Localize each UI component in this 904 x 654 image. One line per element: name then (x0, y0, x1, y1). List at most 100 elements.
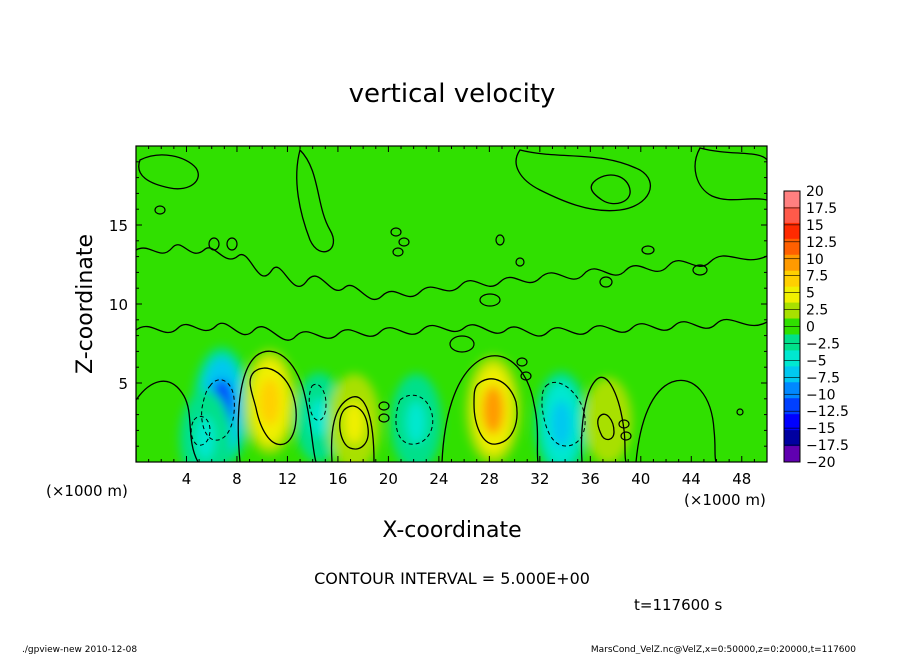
contour-blob (620, 431, 632, 441)
contour-blob (516, 357, 528, 367)
contour-blob (495, 234, 505, 246)
contour-blob (378, 413, 390, 423)
field-cell-core (482, 385, 504, 435)
contour-downdraft-22 (395, 394, 434, 445)
contour-blob (599, 276, 613, 288)
contour-blob (736, 408, 744, 416)
colorbar-swatch (784, 222, 800, 240)
colorbar-label: 15 (806, 218, 824, 234)
x-tick-label: 20 (379, 470, 398, 488)
footer-right: MarsCond_VelZ.nc@VelZ,x=0:50000,z=0:2000… (591, 645, 856, 654)
contour-blob (479, 293, 501, 307)
x-axis: 4 8 12 16 20 24 28 32 36 40 44 48 (148, 146, 755, 488)
contour-updraft-28 (473, 378, 518, 445)
colorbar-label: 10 (806, 252, 824, 268)
colorbar-label: −20 (806, 455, 836, 471)
x-tick-label: 4 (182, 470, 192, 488)
y-tick-label: 15 (109, 217, 128, 235)
contour-top-cell-2 (296, 148, 335, 253)
colorbar-swatch (784, 254, 800, 272)
contour-blob (208, 237, 220, 251)
colorbar-swatch (784, 270, 800, 288)
colorbar-label: −7.5 (806, 370, 840, 386)
contour-updraft-17 (339, 405, 369, 450)
velocity-field (179, 347, 632, 462)
contour-upper-band (136, 244, 767, 300)
contour-top-cell-3 (515, 149, 652, 212)
colorbar-swatch (784, 302, 800, 320)
colorbar-swatch (784, 350, 800, 367)
contour-downdraft-5 (190, 415, 211, 446)
contour-top-cell-4 (590, 174, 631, 205)
y-tick-label: 10 (109, 296, 128, 314)
x-axis-label: X-coordinate (382, 518, 521, 543)
y-tick-label: 5 (118, 375, 128, 393)
colorbar-swatch (784, 286, 800, 304)
contour-blob (692, 264, 708, 276)
x-tick-label: 48 (732, 470, 751, 488)
colorbar-label: 17.5 (806, 201, 837, 217)
contour-lines (136, 147, 767, 462)
contour-interval: CONTOUR INTERVAL = 5.000E+00 (314, 569, 590, 588)
colorbar-label: 2.5 (806, 303, 828, 319)
contour-blob (449, 335, 475, 353)
field-cell-core (344, 401, 365, 444)
x-tick-label: 12 (278, 470, 297, 488)
colorbar-swatch (784, 366, 800, 383)
contour-blob (154, 205, 166, 215)
colorbar-label: −17.5 (806, 438, 849, 454)
colorbar-label: −10 (806, 387, 836, 403)
contour-downdraft-7 (201, 379, 235, 441)
colorbar-swatch (784, 382, 800, 399)
x-tick-label: 28 (480, 470, 499, 488)
contour-downdraft-14 (308, 383, 327, 421)
colorbar-swatch (784, 398, 800, 415)
colorbar-label: −5 (806, 353, 827, 369)
colorbar-label: 5 (806, 286, 815, 302)
field-cell-core (599, 402, 617, 440)
contour-blob (641, 245, 655, 255)
x-tick-label: 32 (530, 470, 549, 488)
chart-title: vertical velocity (349, 79, 556, 109)
x-tick-label: 24 (429, 470, 448, 488)
y-axis-label: Z-coordinate (73, 234, 98, 374)
colorbar-swatch (784, 334, 800, 351)
colorbar-swatch (784, 191, 800, 208)
y-axis: 5 10 15 (109, 161, 767, 447)
x-unit-right: (×1000 m) (684, 491, 766, 509)
colorbar-label: −12.5 (806, 404, 849, 420)
x-tick-label: 8 (232, 470, 242, 488)
contour-updraft-12 (249, 367, 297, 446)
colorbar-swatch (784, 414, 800, 431)
contour-blob (378, 401, 390, 411)
colorbar-label: 0 (806, 320, 815, 336)
colorbar-swatch (784, 238, 800, 256)
contour-blob (390, 227, 402, 237)
contour-blob (392, 247, 404, 257)
x-unit-left: (×1000 m) (46, 482, 128, 500)
footer-left: ./gpview-new 2010-12-08 (22, 645, 137, 654)
x-tick-label: 16 (328, 470, 347, 488)
field-cell-core (195, 416, 216, 460)
field-cell-core (309, 398, 329, 438)
colorbar-label: 7.5 (806, 269, 828, 285)
contour-top-cell-5 (694, 147, 767, 201)
contour-blob (515, 257, 525, 267)
negative-contours (190, 379, 586, 447)
colorbar-swatch (784, 206, 800, 224)
field-cell-core (550, 400, 572, 448)
time-label: t=117600 s (634, 596, 722, 614)
contour-downdraft-34 (541, 381, 586, 447)
x-tick-label: 36 (581, 470, 600, 488)
plot-area (136, 146, 767, 462)
colorbar-swatch (784, 430, 800, 447)
x-tick-label: 40 (631, 470, 650, 488)
contour-lower-envelope (136, 350, 717, 462)
colorbar-label: −15 (806, 421, 836, 437)
contour-blob (398, 237, 410, 247)
contour-updraft-37 (597, 413, 615, 441)
contour-top-cell-1 (138, 154, 199, 190)
colorbar-label: 20 (806, 184, 824, 200)
contour-mid-band (136, 318, 767, 341)
